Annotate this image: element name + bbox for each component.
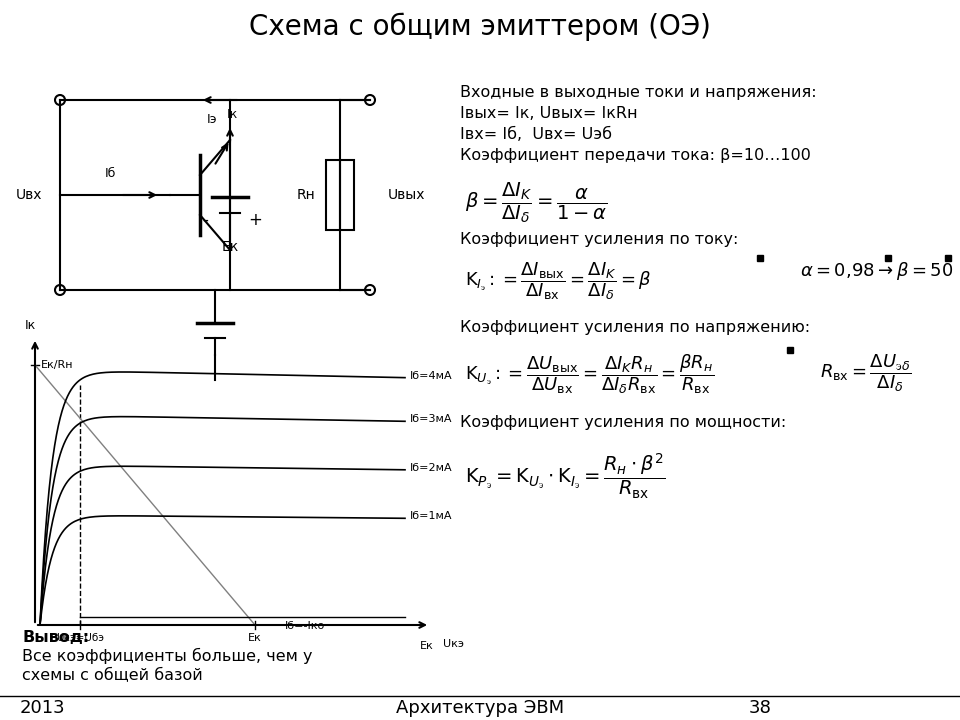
Text: Входные в выходные токи и напряжения:: Входные в выходные токи и напряжения:: [460, 85, 817, 100]
Text: Все коэффициенты больше, чем у: Все коэффициенты больше, чем у: [22, 648, 313, 664]
Text: $\mathrm{K}_{I_\mathfrak{э}} := \dfrac{\Delta I_\mathrm{вых}}{\Delta I_\mathrm{в: $\mathrm{K}_{I_\mathfrak{э}} := \dfrac{\…: [465, 260, 652, 302]
Text: Iвых= Iк, Uвых= IкRн: Iвых= Iк, Uвых= IкRн: [460, 106, 637, 121]
Text: Iб=4мА: Iб=4мА: [410, 371, 452, 381]
Text: Iб=1мА: Iб=1мА: [410, 511, 452, 521]
Text: Коэффициент усиления по мощности:: Коэффициент усиления по мощности:: [460, 415, 786, 430]
Text: Uвх: Uвх: [15, 188, 42, 202]
Text: схемы с общей базой: схемы с общей базой: [22, 668, 203, 683]
Text: Iб=2мА: Iб=2мА: [410, 463, 452, 473]
Text: Uкэ: Uкэ: [443, 639, 464, 649]
Text: Uвых: Uвых: [388, 188, 425, 202]
Text: Вывод:: Вывод:: [22, 630, 89, 645]
Text: 2013: 2013: [20, 699, 65, 717]
Text: Iб: Iб: [105, 167, 116, 180]
Text: Eк: Eк: [248, 633, 262, 643]
Text: 38: 38: [749, 699, 772, 717]
Text: Rн: Rн: [297, 188, 315, 202]
Text: $R_\mathrm{вх} = \dfrac{\Delta U_{\mathfrak{э}\delta}}{\Delta I_\delta}$: $R_\mathrm{вх} = \dfrac{\Delta U_{\mathf…: [820, 352, 911, 394]
Text: Iк: Iк: [227, 108, 238, 121]
Text: Iэ: Iэ: [206, 113, 217, 126]
Text: $\beta = \dfrac{\Delta I_K}{\Delta I_\delta} = \dfrac{\alpha}{1 - \alpha}$: $\beta = \dfrac{\Delta I_K}{\Delta I_\de…: [465, 180, 608, 225]
Text: Архитектура ЭВМ: Архитектура ЭВМ: [396, 699, 564, 717]
Text: Iк: Iк: [24, 319, 36, 332]
Bar: [326, 160, 354, 230]
Text: Iвх= Iб,  Uвх= Uэб: Iвх= Iб, Uвх= Uэб: [460, 127, 612, 142]
Text: $\mathrm{K}_{P_\mathfrak{э}} = \mathrm{K}_{U_\mathfrak{э}} \cdot \mathrm{K}_{I_\: $\mathrm{K}_{P_\mathfrak{э}} = \mathrm{K…: [465, 452, 665, 501]
Text: $\alpha = 0{,}98 \rightarrow \beta = 50$: $\alpha = 0{,}98 \rightarrow \beta = 50$: [800, 260, 953, 282]
Text: Uкэ=Uбэ: Uкэ=Uбэ: [56, 633, 104, 643]
Text: $\mathrm{K}_{U_\mathfrak{э}} := \dfrac{\Delta U_\mathrm{вых}}{\Delta U_\mathrm{в: $\mathrm{K}_{U_\mathfrak{э}} := \dfrac{\…: [465, 352, 714, 396]
Text: Коэффициент усиления по напряжению:: Коэффициент усиления по напряжению:: [460, 320, 810, 335]
Text: Eк: Eк: [420, 641, 434, 651]
Text: Схема с общим эмиттером (ОЭ): Схема с общим эмиттером (ОЭ): [249, 13, 711, 41]
Text: Iб=3мА: Iб=3мА: [410, 414, 452, 424]
Text: Eк/Rн: Eк/Rн: [41, 360, 74, 370]
Text: Iб=-Iко: Iб=-Iко: [285, 621, 325, 631]
Text: Коэффициент усиления по току:: Коэффициент усиления по току:: [460, 232, 738, 247]
Text: Коэффициент передачи тока: β=10…100: Коэффициент передачи тока: β=10…100: [460, 148, 811, 163]
Text: -: -: [202, 211, 208, 229]
Text: Eк: Eк: [222, 240, 239, 254]
Text: +: +: [248, 211, 262, 229]
